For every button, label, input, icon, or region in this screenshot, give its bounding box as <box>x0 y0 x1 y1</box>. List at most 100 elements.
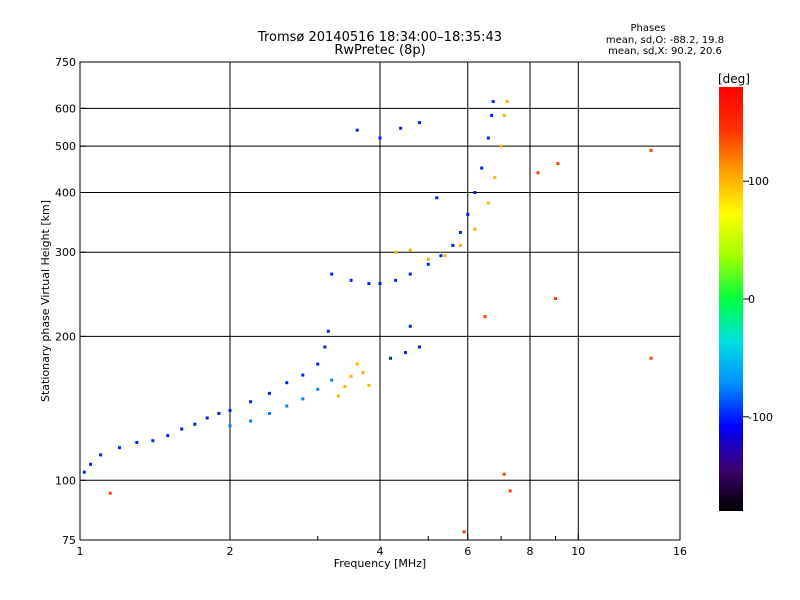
echo-point <box>458 230 462 234</box>
echo-point <box>408 324 412 328</box>
echo-series <box>355 121 439 200</box>
echo-point <box>466 212 470 216</box>
echo-point <box>285 404 289 408</box>
echo-point <box>349 278 353 282</box>
echo-point <box>89 462 93 466</box>
echo-point <box>193 422 197 426</box>
echo-point <box>508 489 512 493</box>
echo-point <box>249 400 253 404</box>
echo-point <box>553 297 557 301</box>
echo-point <box>301 373 305 377</box>
y-tick-label: 500 <box>55 140 76 153</box>
echo-point <box>217 411 221 415</box>
echo-point <box>180 427 184 431</box>
echo-point <box>435 196 439 200</box>
echo-point <box>493 175 497 179</box>
echo-point <box>205 416 209 420</box>
echo-point <box>439 254 443 258</box>
y-tick-label: 750 <box>55 56 76 69</box>
colorbar-tick-label: 0 <box>748 293 755 306</box>
echo-point <box>426 262 430 266</box>
echo-point <box>267 411 271 415</box>
echo-point <box>649 356 653 360</box>
echo-point <box>486 201 490 205</box>
echo-point <box>378 282 382 286</box>
echo-point <box>330 378 334 382</box>
echo-point <box>490 113 494 117</box>
echo-point <box>349 374 353 378</box>
echo-point <box>323 345 327 349</box>
echo-point <box>502 113 506 117</box>
echo-point <box>99 453 103 457</box>
echo-point <box>117 446 121 450</box>
echo-points <box>82 100 653 534</box>
y-tick-label: 75 <box>62 534 76 547</box>
echo-point <box>491 100 495 104</box>
echo-point <box>556 161 560 165</box>
echo-point <box>649 148 653 152</box>
echo-point <box>267 391 271 395</box>
x-tick-label: 2 <box>227 545 234 558</box>
echo-point <box>417 121 421 125</box>
echo-point <box>378 136 382 140</box>
echo-point <box>417 345 421 349</box>
x-tick-label: 16 <box>673 545 687 558</box>
colorbar-tick-label: -100 <box>748 411 773 424</box>
chart-subtitle: RwPretec (8p) <box>334 43 425 58</box>
echo-point <box>408 272 412 276</box>
echo-point <box>451 243 455 247</box>
phases-o-stats: mean, sd,O: -88.2, 19.8 <box>606 35 724 46</box>
echo-series <box>330 100 495 286</box>
echo-series <box>336 362 371 398</box>
echo-point <box>249 419 253 423</box>
colorbar-title: [deg] <box>718 72 750 86</box>
echo-point <box>426 257 430 261</box>
y-tick-label: 400 <box>55 186 76 199</box>
y-axis-label: Stationary phase Virtual Height [km] <box>39 200 52 402</box>
echo-point <box>316 362 320 366</box>
echo-point <box>462 530 466 534</box>
colorbar-tick-label: 100 <box>748 175 769 188</box>
x-tick-label: 6 <box>464 545 471 558</box>
colorbar-ticks: -100 0 100 <box>743 175 773 424</box>
echo-point <box>443 254 447 258</box>
echo-point <box>151 439 155 443</box>
x-axis: 1 2 4 6 8 10 16 <box>77 534 687 558</box>
chart-title: Tromsø 20140516 18:34:00–18:35:43 <box>257 30 502 45</box>
echo-point <box>285 381 289 385</box>
echo-point <box>82 470 86 474</box>
echo-point <box>480 166 484 170</box>
echo-point <box>394 250 398 254</box>
echo-point <box>536 171 540 175</box>
echo-point <box>367 383 371 387</box>
echo-series <box>394 100 509 261</box>
echo-point <box>330 272 334 276</box>
colorbar <box>719 87 743 511</box>
echo-point <box>486 136 490 140</box>
echo-point <box>394 278 398 282</box>
grid-lines <box>80 62 680 540</box>
echo-point <box>326 329 330 333</box>
echo-point <box>505 100 509 104</box>
y-tick-label: 600 <box>55 102 76 115</box>
echo-point <box>343 385 347 389</box>
phases-x-stats: mean, sd,X: 90.2, 20.6 <box>608 46 722 57</box>
y-axis: 75 100 200 300 400 500 600 750 <box>55 56 86 547</box>
x-tick-label: 1 <box>77 545 84 558</box>
echo-series <box>389 324 421 360</box>
echo-point <box>166 434 170 438</box>
echo-point <box>403 351 407 355</box>
echo-point <box>228 424 232 428</box>
echo-point <box>135 440 139 444</box>
echo-series <box>108 148 653 534</box>
echo-series <box>82 329 330 474</box>
echo-point <box>355 362 359 366</box>
y-tick-label: 300 <box>55 246 76 259</box>
echo-point <box>399 126 403 130</box>
echo-point <box>389 356 393 360</box>
echo-point <box>336 394 340 398</box>
x-tick-label: 10 <box>571 545 585 558</box>
y-tick-label: 100 <box>55 474 76 487</box>
